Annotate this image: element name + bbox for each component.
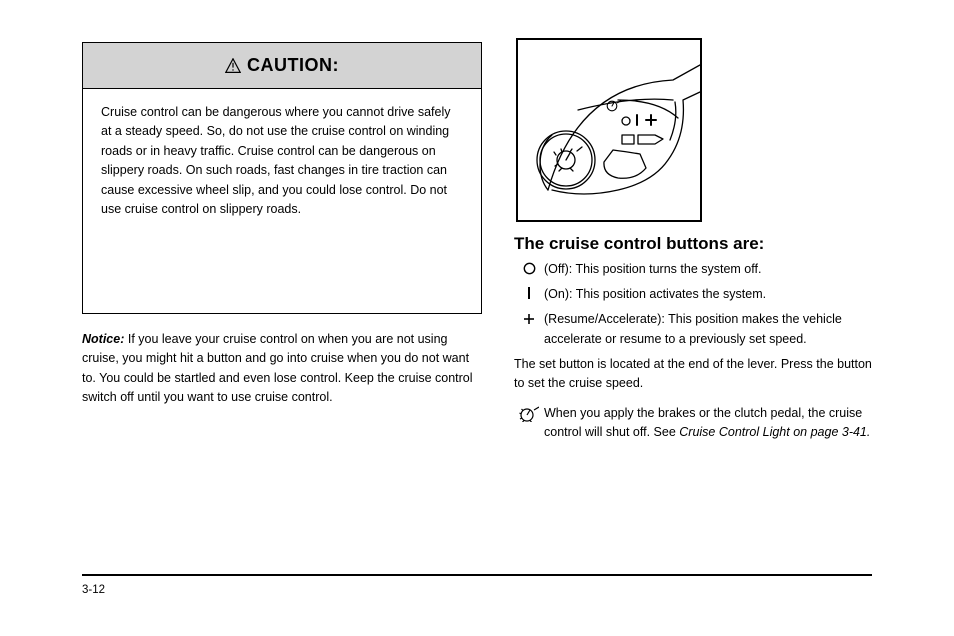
cruise-row-resume-text: (Resume/Accelerate): This position makes… (544, 310, 872, 349)
notice-text: If you leave your cruise control on when… (82, 332, 473, 404)
cruise-light-text: When you apply the brakes or the clutch … (544, 404, 872, 443)
resume-icon (514, 311, 544, 331)
footer-rule (82, 574, 872, 576)
set-button-para: The set button is located at the end of … (514, 355, 872, 394)
page-number: 3-12 (82, 584, 105, 596)
caution-body-text: Cruise control can be dangerous where yo… (101, 103, 463, 219)
left-notice: Notice: If you leave your cruise control… (82, 330, 482, 408)
cruise-row-on: (On): This position activates the system… (514, 285, 872, 306)
on-icon (514, 286, 544, 306)
cruise-lever-illustration (516, 38, 702, 222)
cruise-light-icon (514, 406, 544, 422)
caution-header-text: CAUTION: (247, 55, 339, 76)
off-icon (514, 261, 544, 281)
cruise-row-on-text: (On): This position activates the system… (544, 285, 872, 304)
notice-label: Notice: (82, 332, 124, 346)
warning-icon (225, 58, 241, 74)
caution-box: CAUTION: Cruise control can be dangerous… (82, 42, 482, 314)
caution-body: Cruise control can be dangerous where yo… (83, 89, 481, 231)
caution-header: CAUTION: (83, 43, 481, 89)
cruise-row-off: (Off): This position turns the system of… (514, 260, 872, 281)
cruise-buttons-heading: The cruise control buttons are: (514, 234, 872, 254)
cruise-row-off-text: (Off): This position turns the system of… (544, 260, 872, 279)
cruise-light-row: When you apply the brakes or the clutch … (514, 404, 872, 443)
cruise-row-resume: (Resume/Accelerate): This position makes… (514, 310, 872, 349)
